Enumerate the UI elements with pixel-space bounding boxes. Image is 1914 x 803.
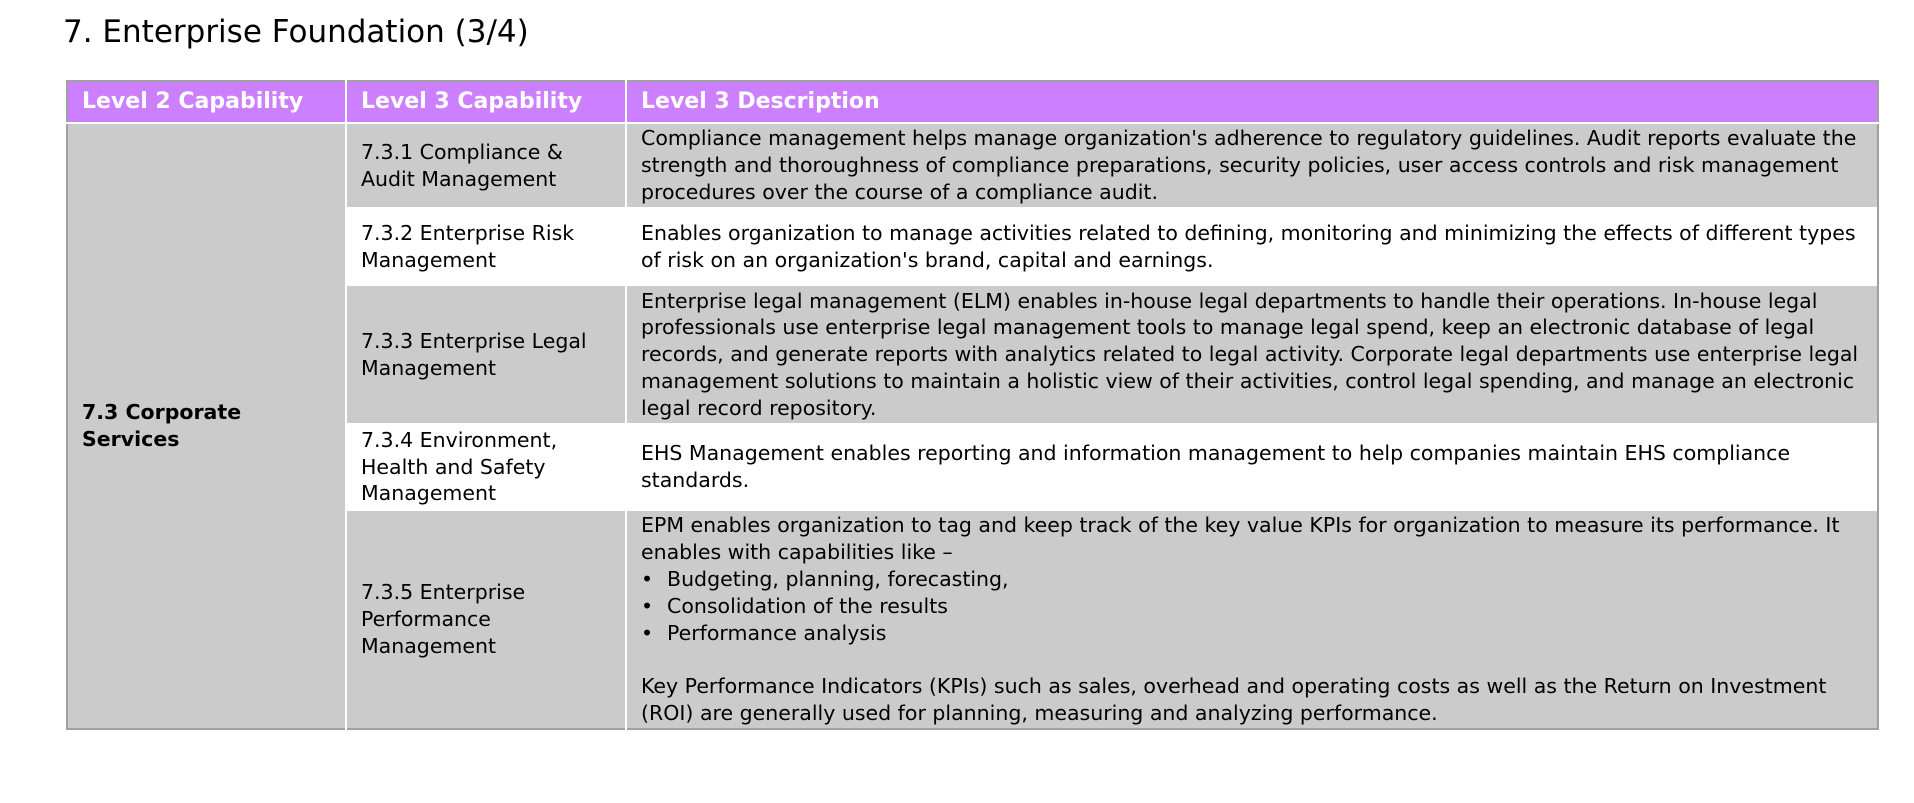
level-3-description-cell: EHS Management enables reporting and inf… [626, 423, 1878, 511]
level-2-capability-cell: 7.3 Corporate Services [67, 123, 347, 729]
level-3-description-cell: Compliance management helps manage organ… [626, 123, 1878, 207]
table-header-row: Level 2 Capability Level 3 Capability Le… [67, 81, 1878, 124]
bullet-item: Performance analysis [641, 620, 1863, 647]
description-intro: EPM enables organization to tag and keep… [641, 513, 1840, 565]
table-row: 7.3 Corporate Services 7.3.1 Compliance … [67, 123, 1878, 729]
table-row: 7.3.5 Enterprise Performance Management … [67, 511, 1878, 729]
table-row: 7.3.4 Environment, Health and Safety Man… [67, 423, 1878, 511]
level-3-capability-cell: 7.3.1 Compliance & Audit Management [346, 123, 627, 207]
description-footer: Key Performance Indicators (KPIs) such a… [641, 674, 1827, 725]
level-3-capability-cell: 7.3.3 Enterprise Legal Management [346, 286, 627, 423]
level-3-description-cell: Enables organization to manage activitie… [626, 207, 1878, 286]
level-3-description-cell: Enterprise legal management (ELM) enable… [626, 286, 1878, 423]
header-level-3-description: Level 3 Description [626, 81, 1878, 124]
capability-table: Level 2 Capability Level 3 Capability Le… [66, 80, 1879, 730]
table-row: 7.3.2 Enterprise Risk Management Enables… [67, 207, 1878, 286]
level-3-capability-cell: 7.3.5 Enterprise Performance Management [346, 511, 627, 729]
level-3-description-cell: EPM enables organization to tag and keep… [626, 511, 1878, 729]
bullet-item: Consolidation of the results [641, 593, 1863, 620]
description-bullet-list: Budgeting, planning, forecasting, Consol… [641, 566, 1863, 646]
level-3-capability-cell: 7.3.2 Enterprise Risk Management [346, 207, 627, 286]
page-title: 7. Enterprise Foundation (3/4) [63, 14, 529, 50]
level-3-capability-cell: 7.3.4 Environment, Health and Safety Man… [346, 423, 627, 511]
header-level-3-capability: Level 3 Capability [346, 81, 627, 124]
table-row: 7.3.3 Enterprise Legal Management Enterp… [67, 286, 1878, 423]
description-spacer [641, 646, 1863, 673]
bullet-item: Budgeting, planning, forecasting, [641, 566, 1863, 593]
header-level-2-capability: Level 2 Capability [67, 81, 347, 124]
